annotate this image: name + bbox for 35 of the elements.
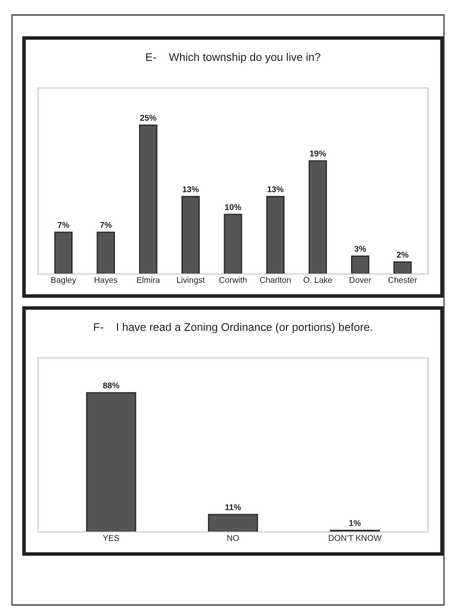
x-tick-label: DON'T KNOW (328, 535, 382, 541)
x-tick-label: Charlton (260, 276, 291, 283)
bar (96, 232, 115, 274)
data-label: 19% (310, 150, 326, 156)
x-tick-label: O. Lake (304, 276, 332, 283)
x-tick-label: Corwith (219, 276, 247, 283)
data-label: 3% (354, 246, 366, 252)
data-label: 88% (103, 382, 120, 388)
data-label: 2% (396, 252, 408, 258)
data-label: 11% (225, 504, 241, 510)
x-tick-label: Hayes (94, 277, 118, 285)
data-label: 13% (182, 186, 199, 192)
bar (266, 196, 285, 274)
bar (393, 261, 412, 274)
chart-title: F- I have read a Zoning Ordinance (or portions) before. (94, 322, 372, 334)
x-tick-label: Chester (388, 276, 418, 283)
data-label: 13% (268, 186, 284, 192)
x-tick-label: Livingst (177, 276, 205, 285)
bar (351, 255, 370, 274)
bar (54, 232, 73, 274)
data-label: 25% (140, 114, 156, 121)
x-tick-label: Elmira (137, 276, 160, 283)
data-label: 7% (58, 222, 70, 228)
bar (224, 214, 242, 274)
bar (181, 196, 200, 274)
data-label: 7% (100, 222, 112, 228)
x-tick-label: Bagley (51, 276, 76, 285)
x-tick-label: NO (227, 535, 239, 541)
data-label: 1% (349, 520, 361, 526)
x-tick-label: YES (102, 535, 120, 541)
x-tick-label: Dover (350, 277, 372, 283)
data-label: 10% (225, 204, 242, 210)
bar (139, 124, 158, 274)
chart-title: E- Which township do you live in? (146, 52, 320, 64)
bar (308, 160, 327, 274)
